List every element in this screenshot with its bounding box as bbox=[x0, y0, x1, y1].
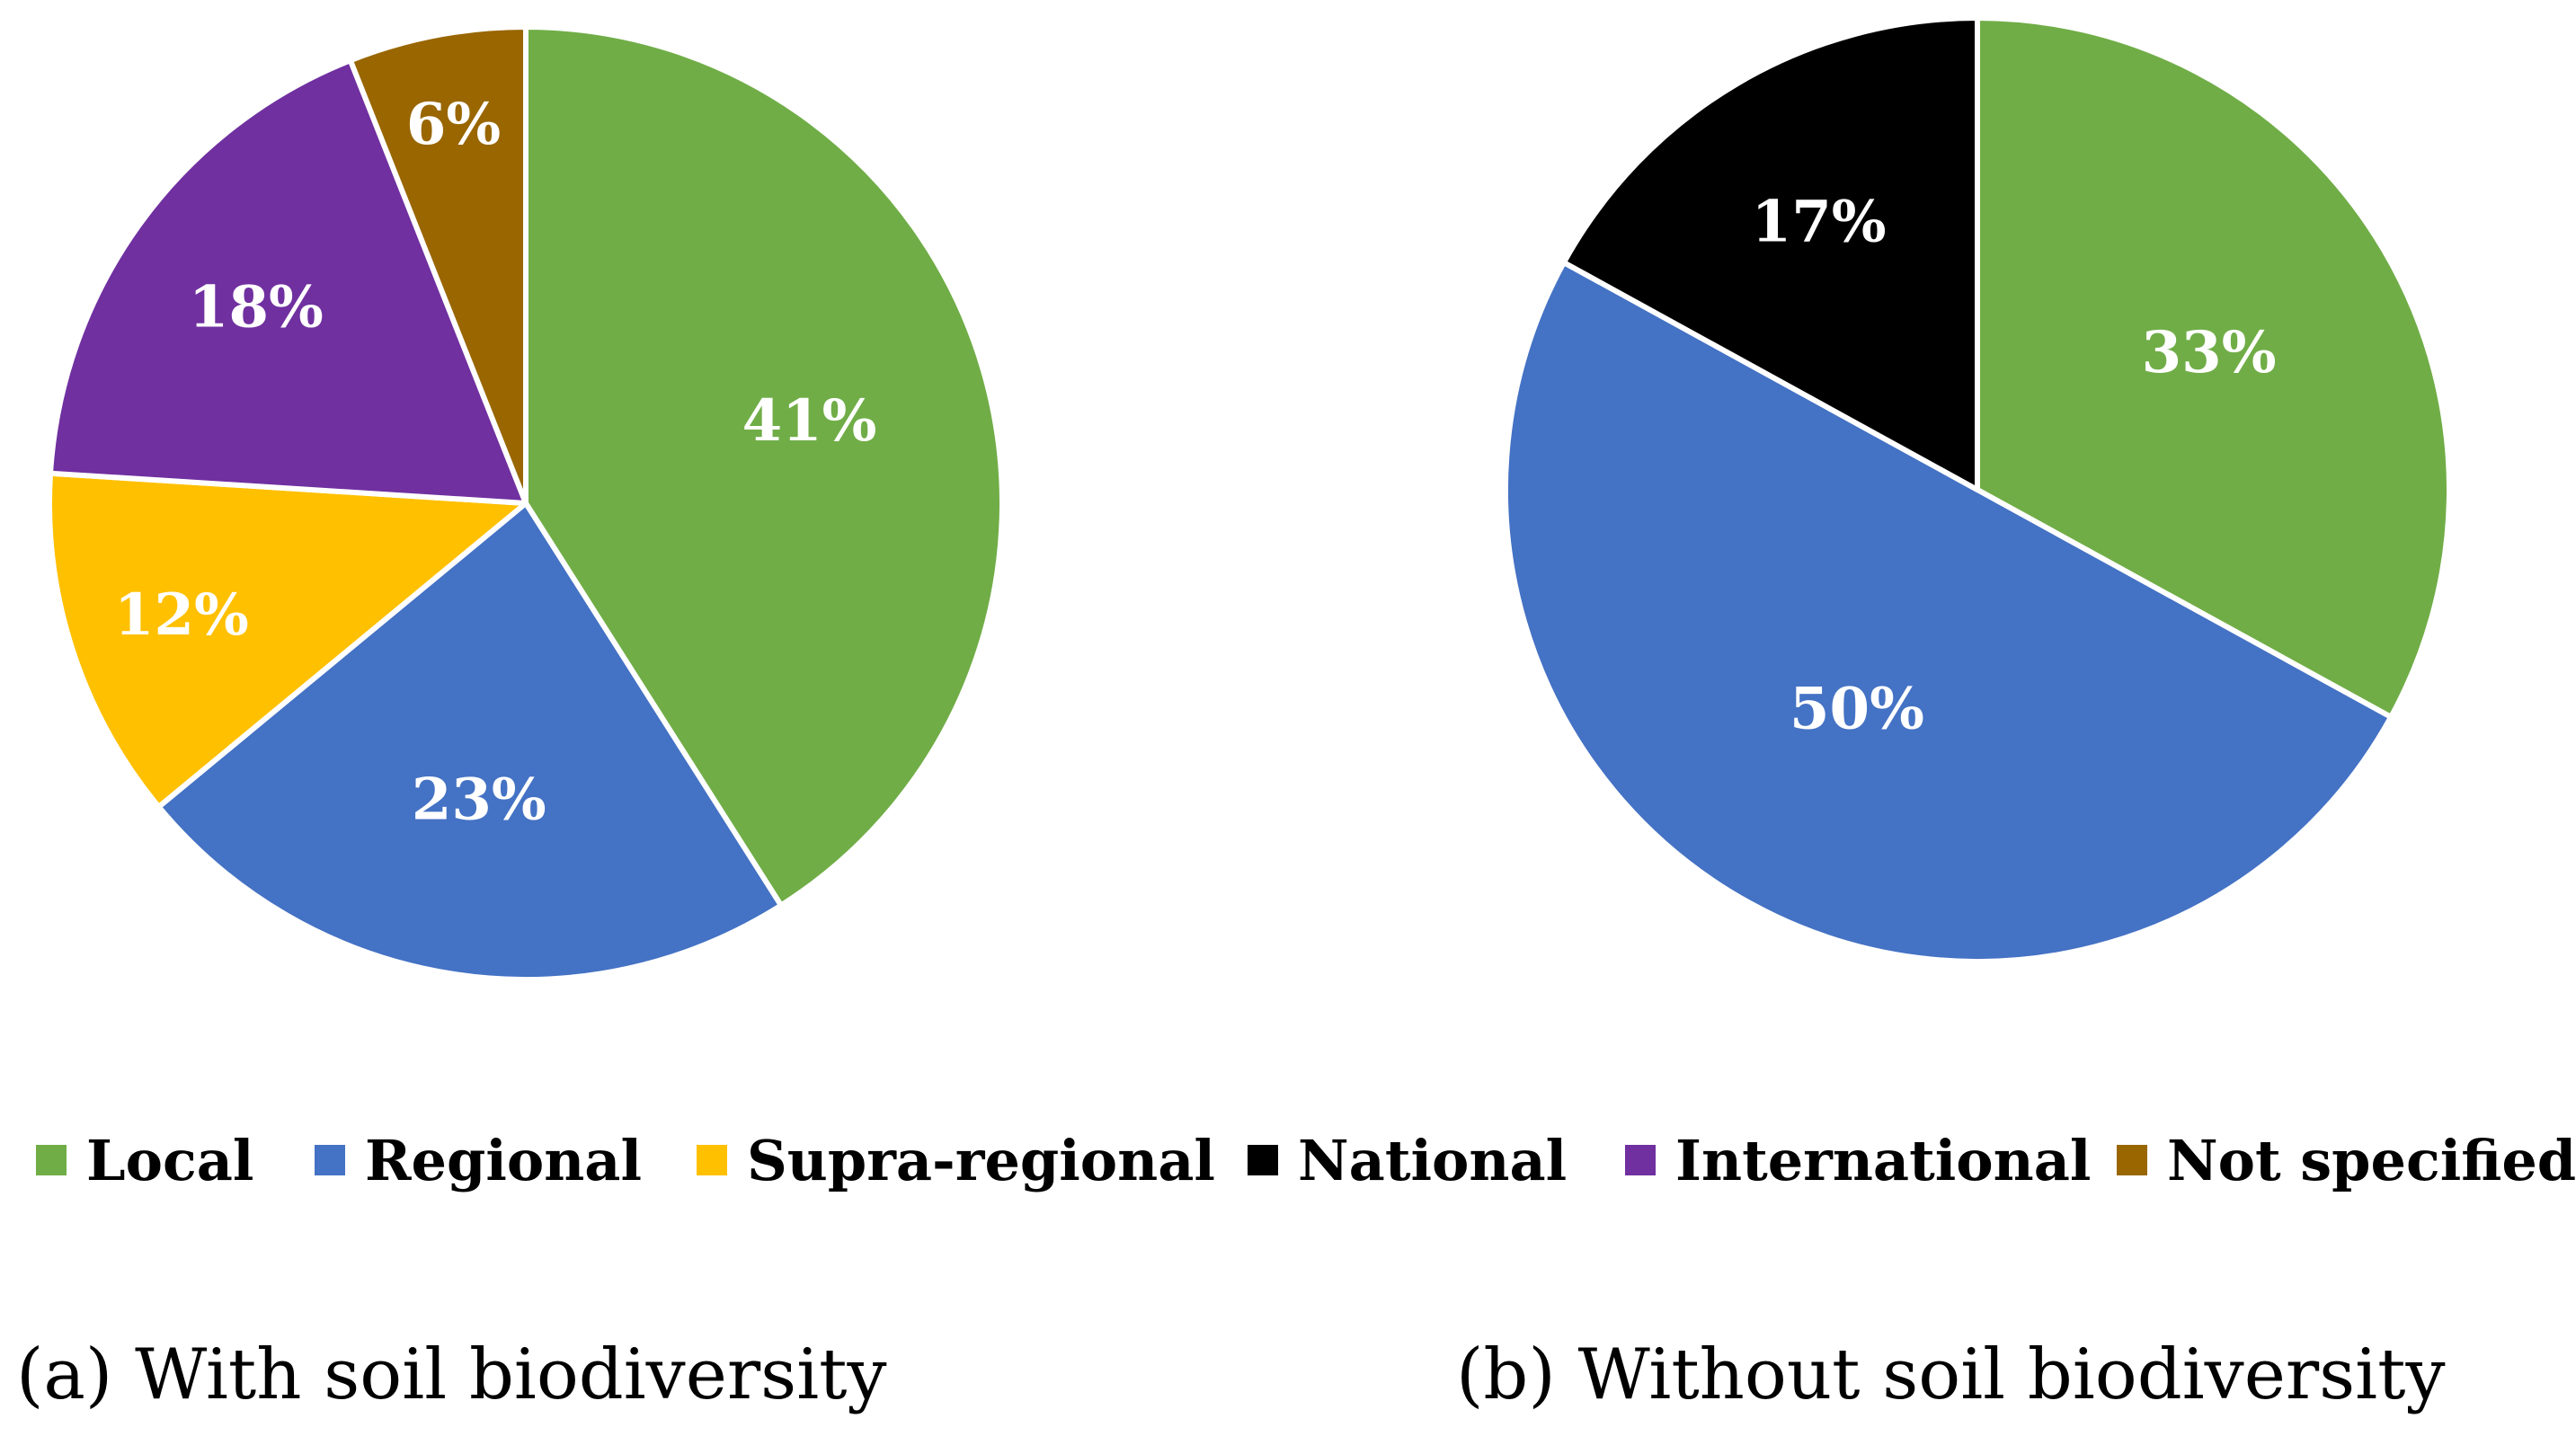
legend-item-regional: Regional bbox=[315, 1122, 642, 1199]
legend-label-international: International bbox=[1675, 1127, 2092, 1193]
legend-item-national: National bbox=[1248, 1122, 1567, 1199]
data-label-supra-regional: 12% bbox=[114, 581, 249, 649]
caption-a: (a) With soil biodiversity bbox=[16, 1334, 887, 1415]
legend-swatch-regional bbox=[315, 1145, 345, 1175]
data-label-national: 17% bbox=[1752, 188, 1887, 255]
legend-swatch-national bbox=[1248, 1145, 1278, 1175]
pie-chart-b: 33% 50% 17% bbox=[1503, 15, 2452, 964]
legend-label-local: Local bbox=[86, 1127, 254, 1193]
legend-swatch-not-specified bbox=[2117, 1145, 2147, 1175]
legend: Local Regional Supra-regional National I… bbox=[0, 1122, 2576, 1199]
legend-item-not-specified: Not specified bbox=[2117, 1122, 2576, 1199]
legend-item-supra-regional: Supra-regional bbox=[697, 1122, 1215, 1199]
legend-label-supra-regional: Supra-regional bbox=[747, 1127, 1215, 1193]
data-label-regional: 23% bbox=[412, 766, 546, 833]
pie-slice-international bbox=[48, 58, 529, 506]
pie-slice-regional bbox=[155, 501, 784, 982]
legend-item-local: Local bbox=[36, 1122, 253, 1199]
legend-swatch-international bbox=[1625, 1145, 1656, 1175]
legend-swatch-local bbox=[36, 1145, 67, 1175]
pie-slice-national bbox=[1560, 15, 1980, 492]
data-label-local: 41% bbox=[742, 387, 877, 455]
data-label-local: 33% bbox=[2142, 319, 2277, 386]
data-label-regional: 50% bbox=[1790, 675, 1924, 742]
legend-label-national: National bbox=[1298, 1127, 1568, 1193]
legend-label-regional: Regional bbox=[365, 1127, 643, 1193]
data-label-not-specified: 6% bbox=[406, 91, 501, 158]
legend-item-international: International bbox=[1625, 1122, 2091, 1199]
pie-chart-a: 41% 23% 12% 18% 6% bbox=[47, 24, 1005, 982]
legend-swatch-supra-regional bbox=[697, 1145, 727, 1175]
pie-slice-local bbox=[1975, 15, 2452, 720]
pie-slice-not-specified bbox=[347, 24, 529, 506]
data-label-international: 18% bbox=[189, 273, 324, 341]
caption-b: (b) Without soil biodiversity bbox=[1456, 1334, 2446, 1415]
legend-label-not-specified: Not specified bbox=[2167, 1127, 2576, 1193]
pie-slice-regional bbox=[1503, 260, 2394, 964]
pie-slice-supra-regional bbox=[47, 470, 529, 810]
pie-slice-local bbox=[523, 24, 1005, 909]
